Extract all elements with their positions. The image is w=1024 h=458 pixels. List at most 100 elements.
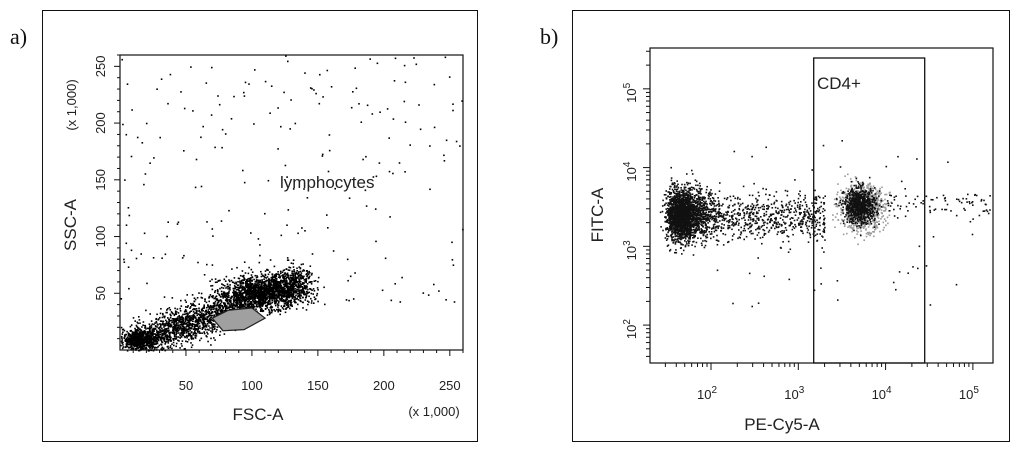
data-point (254, 296, 257, 299)
data-point (305, 295, 308, 297)
data-point (166, 335, 169, 338)
data-point (211, 278, 213, 281)
data-point (154, 343, 156, 345)
data-point (155, 349, 158, 351)
data-point (243, 291, 246, 293)
data-point (298, 286, 301, 288)
data-point (187, 320, 189, 322)
data-point (284, 275, 286, 277)
data-point (200, 337, 203, 340)
data-point (264, 270, 267, 272)
data-point (193, 317, 195, 319)
data-point (172, 329, 174, 331)
data-point (251, 280, 253, 282)
data-point (681, 253, 683, 255)
data-point (224, 295, 226, 298)
data-point (212, 306, 215, 309)
data-point (178, 317, 180, 320)
data-point (142, 347, 145, 350)
data-point (290, 283, 292, 286)
data-point (159, 316, 161, 319)
data-point (273, 275, 276, 277)
data-point (240, 281, 243, 283)
data-point (198, 320, 200, 322)
data-point (297, 283, 300, 285)
data-point (291, 270, 293, 272)
data-point (137, 349, 140, 352)
data-point (210, 307, 212, 309)
data-point (263, 301, 265, 303)
data-point (195, 329, 197, 331)
data-point (233, 301, 235, 303)
data-point (272, 281, 275, 284)
data-point (228, 279, 230, 281)
data-point (251, 303, 253, 306)
data-point (129, 333, 132, 336)
data-point (124, 346, 127, 349)
data-point (194, 321, 197, 323)
data-point (232, 281, 235, 284)
data-point (240, 297, 242, 299)
data-point (235, 305, 237, 307)
data-point (299, 273, 301, 276)
data-point (243, 277, 245, 279)
data-point (276, 296, 279, 298)
data-point (174, 307, 176, 310)
data-point (308, 270, 310, 273)
data-point (235, 301, 237, 304)
data-point (216, 281, 218, 283)
data-point (183, 335, 186, 338)
data-point (686, 173, 688, 175)
data-point (287, 294, 290, 296)
data-point (210, 330, 212, 332)
data-point (183, 322, 186, 324)
data-point (248, 280, 251, 282)
data-point (178, 314, 180, 317)
data-point (247, 285, 250, 287)
data-point (312, 293, 314, 295)
data-point (295, 284, 298, 286)
data-point (202, 310, 204, 312)
data-point (704, 244, 707, 247)
data-point (288, 295, 291, 297)
data-point (185, 313, 187, 315)
data-point (175, 345, 177, 348)
data-point (214, 281, 217, 284)
data-point (173, 323, 175, 325)
data-point (285, 295, 288, 298)
data-point (246, 280, 248, 282)
data-point (233, 285, 236, 287)
data-point (285, 301, 288, 304)
data-point (183, 322, 185, 325)
data-point (292, 294, 295, 297)
data-point (219, 279, 221, 282)
data-point (204, 325, 207, 328)
data-point (284, 287, 286, 290)
data-point (248, 304, 251, 306)
data-point (184, 336, 186, 339)
data-point (240, 303, 243, 305)
data-point (200, 316, 203, 319)
data-point (277, 271, 279, 273)
data-point (154, 341, 157, 343)
data-point (160, 344, 163, 346)
data-point (181, 340, 184, 342)
data-point (186, 312, 189, 314)
data-point (203, 304, 205, 306)
data-point (159, 336, 162, 339)
data-point (198, 318, 201, 320)
data-point (288, 291, 291, 294)
data-point (240, 306, 242, 309)
data-point (258, 304, 260, 306)
data-point (308, 277, 310, 279)
data-point (181, 325, 184, 328)
data-point (147, 350, 150, 352)
data-point (194, 308, 196, 311)
data-point (293, 300, 295, 303)
data-point (241, 298, 244, 301)
data-point (248, 283, 250, 285)
data-point (205, 309, 207, 312)
data-point (264, 283, 266, 285)
data-point (268, 310, 271, 313)
data-point (253, 300, 256, 303)
